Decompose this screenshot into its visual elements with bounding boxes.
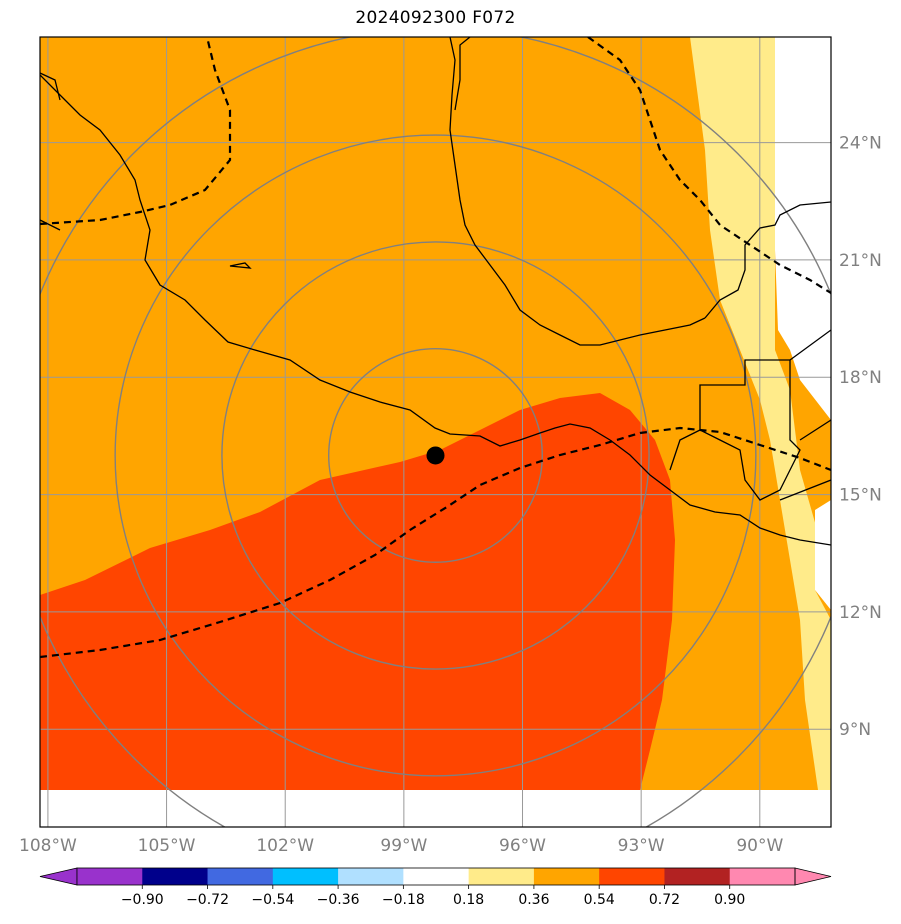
latitude-tick-label: 9°N — [839, 720, 871, 740]
colorbar-segment — [403, 868, 470, 885]
latitude-tick-label: 15°N — [839, 486, 882, 506]
colorbar-tick-label: 0.36 — [518, 892, 549, 908]
longitude-tick-label: 96°W — [499, 836, 546, 856]
colorbar-segment — [77, 868, 143, 885]
colorbar-extend-high — [794, 867, 832, 886]
colorbar-tick-label: −0.54 — [251, 892, 294, 908]
range-ring — [114, 134, 757, 777]
latitude-tick-label: 12°N — [839, 603, 882, 623]
field-white-e — [815, 500, 831, 610]
baja-fragment — [40, 72, 61, 231]
graticule — [40, 37, 831, 827]
field-yellow — [690, 37, 831, 790]
yucatan-coast — [704, 201, 831, 319]
colorbar-tick-label: −0.72 — [186, 892, 229, 908]
longitude-labels: 108°W 105°W 102°W 99°W 96°W 93°W 90°W — [19, 836, 783, 856]
coastlines — [40, 37, 831, 546]
colorbar-segment — [729, 868, 796, 885]
colorbar: −0.90 −0.72 −0.54 −0.36 −0.18 0.18 0.36 0.54 0.7… — [39, 867, 832, 908]
longitude-tick-label: 93°W — [618, 836, 665, 856]
colorbar-segment — [207, 868, 274, 885]
colorbar-segment — [142, 868, 209, 885]
pacific-coast — [40, 74, 831, 546]
contour-ne — [587, 37, 831, 294]
latitude-tick-label: 24°N — [839, 134, 882, 154]
longitude-tick-label: 102°W — [256, 836, 314, 856]
central-america-borders — [779, 329, 831, 501]
no-data-strip — [40, 790, 831, 827]
colorbar-segment — [664, 868, 731, 885]
colorbar-tick-label: −0.36 — [317, 892, 360, 908]
field-red — [40, 393, 675, 790]
longitude-tick-label: 108°W — [19, 836, 77, 856]
field-white-ne — [775, 37, 831, 420]
map-area — [40, 37, 831, 827]
range-rings — [40, 37, 831, 827]
colorbar-tick-label: 0.72 — [649, 892, 680, 908]
storm-center-marker — [426, 446, 445, 465]
range-ring — [328, 347, 543, 563]
colorbar-tick-label: 0.54 — [584, 892, 615, 908]
latitude-tick-label: 21°N — [839, 251, 882, 271]
colorbar-tick-label: −0.18 — [382, 892, 425, 908]
contour-nw — [40, 37, 232, 226]
contour-south — [40, 426, 831, 659]
gulf-coast — [449, 37, 706, 346]
latitude-tick-label: 18°N — [839, 368, 882, 388]
colorbar-extend-low — [39, 867, 78, 886]
colorbar-segment — [272, 868, 339, 885]
texas-coast — [454, 37, 471, 111]
colorbar-segment — [338, 868, 404, 885]
range-ring — [221, 241, 650, 670]
colorbar-tick-label: 0.18 — [453, 892, 484, 908]
longitude-tick-label: 90°W — [736, 836, 783, 856]
longitude-tick-label: 105°W — [138, 836, 196, 856]
chart-title: 2024092300 F072 — [355, 8, 516, 28]
longitude-tick-label: 99°W — [380, 836, 427, 856]
colorbar-segment — [599, 868, 665, 885]
colorbar-frame — [76, 867, 796, 886]
map-frame — [39, 36, 832, 828]
colorbar-segment — [468, 868, 535, 885]
colorbar-tick-label: 0.90 — [714, 892, 745, 908]
colorbar-tick-label: −0.90 — [121, 892, 164, 908]
latitude-labels: 24°N 21°N 18°N 15°N 12°N 9°N — [839, 134, 882, 741]
dashed-contours — [40, 37, 831, 659]
colorbar-segment — [533, 868, 600, 885]
islands — [229, 262, 252, 269]
guatemala-border — [699, 359, 801, 501]
mexico-border — [669, 429, 701, 471]
